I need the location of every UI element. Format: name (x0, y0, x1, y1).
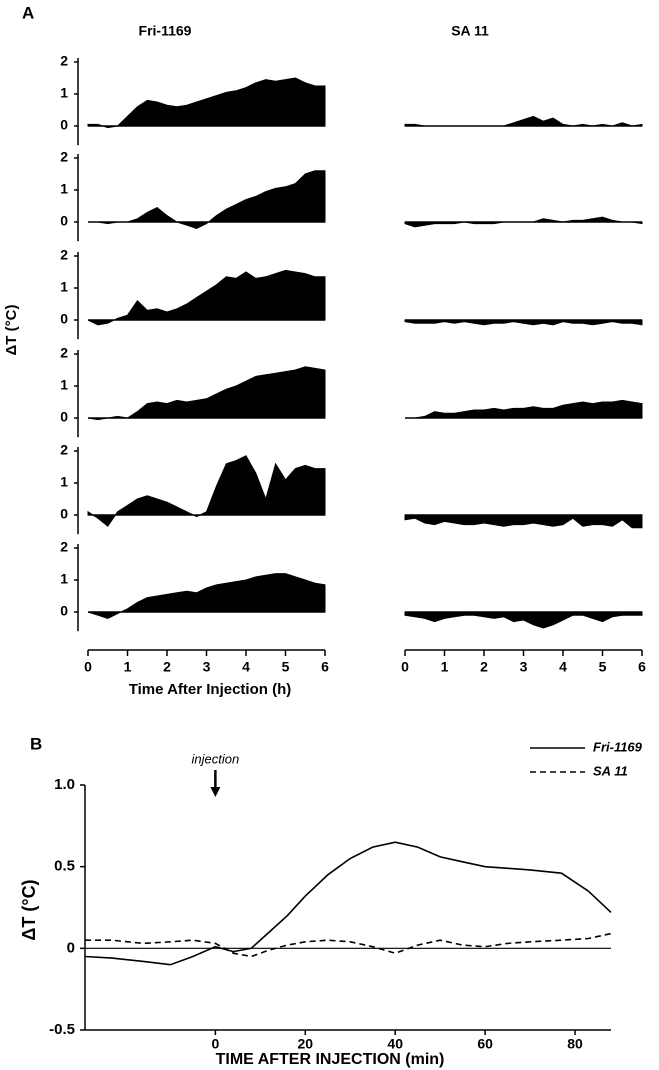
y-tick-label: 0 (60, 409, 68, 425)
y-tick-label: 0 (60, 117, 68, 133)
y-tick-label: 2 (60, 345, 68, 361)
area (87, 573, 326, 619)
y-tick-label: 2 (60, 442, 68, 458)
x-tick-label: 1 (124, 659, 132, 675)
y-tick-label: 0.5 (54, 858, 75, 875)
x-tick-label: 6 (321, 659, 329, 675)
area (87, 455, 326, 527)
x-tick-label: 20 (298, 1036, 314, 1052)
column-title: Fri-1169 (139, 23, 192, 39)
x-tick-label: 6 (638, 659, 646, 675)
x-tick-label: 0 (211, 1036, 219, 1052)
x-tick-label: 2 (480, 659, 488, 675)
panel-label: B (30, 734, 42, 753)
annotation: injection (192, 751, 240, 766)
y-tick-label: 0 (60, 213, 68, 229)
x-tick-label: 4 (242, 659, 250, 675)
area (404, 514, 643, 529)
x-axis-title: Time After Injection (h) (129, 681, 292, 698)
area (404, 611, 643, 629)
area (87, 269, 326, 326)
y-tick-label: 0 (60, 603, 68, 619)
y-tick-label: 1 (60, 571, 68, 587)
x-tick-label: 80 (567, 1036, 583, 1052)
line (85, 932, 612, 958)
y-tick-label: 1 (60, 181, 68, 197)
x-tick-label: 0 (401, 659, 409, 675)
y-axis-title: ΔT (°C) (3, 305, 20, 356)
y-tick-label: 0 (67, 939, 75, 956)
legend-label: Fri-1169 (593, 739, 643, 754)
y-tick-label: 1 (60, 474, 68, 490)
area (405, 399, 643, 419)
y-tick-label: -0.5 (49, 1021, 75, 1038)
x-tick-label: 0 (84, 659, 92, 675)
area (87, 366, 326, 421)
y-tick-label: 1 (60, 279, 68, 295)
y-tick-label: 2 (60, 539, 68, 555)
legend-label: SA 11 (593, 763, 628, 778)
y-tick-label: 2 (60, 53, 68, 69)
x-tick-label: 3 (520, 659, 528, 675)
annotation-arrowhead (210, 787, 221, 797)
y-tick-label: 2 (60, 149, 68, 165)
area (404, 115, 643, 127)
y-tick-label: 1 (60, 85, 68, 101)
x-tick-label: 1 (441, 659, 449, 675)
y-tick-label: 0 (60, 311, 68, 327)
y-tick-label: 1.0 (54, 776, 75, 793)
x-tick-label: 2 (163, 659, 171, 675)
column-title: SA 11 (451, 23, 489, 39)
x-tick-label: 5 (282, 659, 290, 675)
panel-label: A (22, 3, 34, 22)
x-tick-label: 5 (599, 659, 607, 675)
area (404, 216, 643, 228)
y-tick-label: 2 (60, 247, 68, 263)
area (87, 77, 326, 129)
y-tick-label: 1 (60, 377, 68, 393)
y-tick-label: 0 (60, 506, 68, 522)
x-axis-title: TIME AFTER INJECTION (min) (216, 1051, 445, 1068)
x-tick-label: 4 (559, 659, 567, 675)
y-axis-title: ΔT (°C) (19, 879, 39, 940)
x-tick-label: 3 (203, 659, 211, 675)
area (88, 170, 326, 229)
x-tick-label: 40 (387, 1036, 403, 1052)
line (84, 841, 612, 966)
x-tick-label: 60 (477, 1036, 493, 1052)
area (404, 319, 643, 326)
